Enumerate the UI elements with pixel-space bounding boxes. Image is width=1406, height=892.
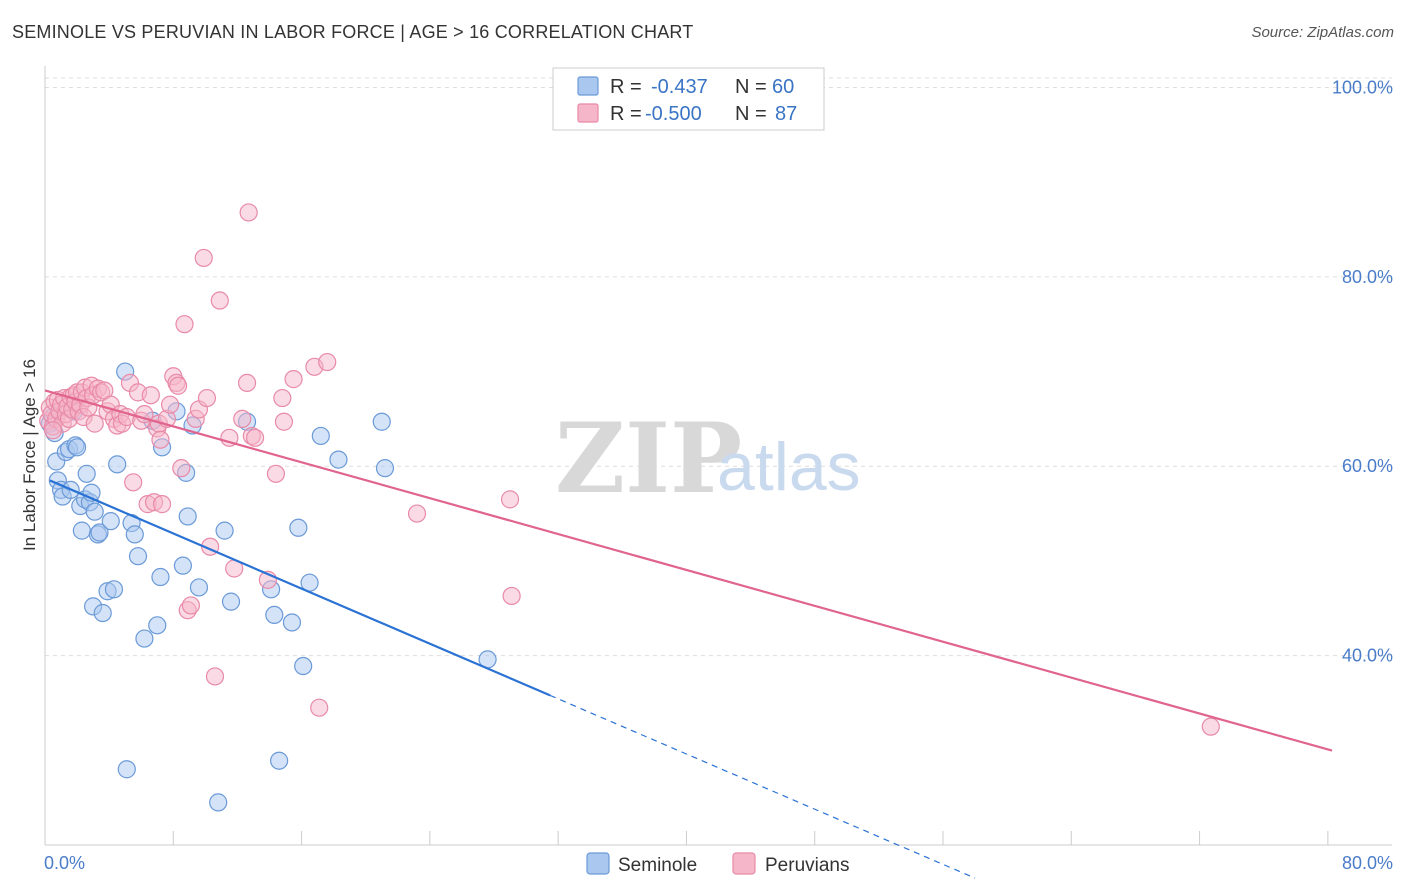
x-tick-label-0: 0.0% [44,853,85,873]
seminole-point-46 [221,592,241,611]
seminole-point-12 [67,438,87,457]
seminole-point-55 [311,426,330,446]
peruvian-point-69 [233,409,252,428]
correlation-legend: R = -0.437 N = 60 R = -0.500 N = 87 [552,67,825,131]
y-tick-label-0: 40.0% [1342,646,1393,666]
legend-r-value-peruvians: -0.500 [645,103,702,125]
peruvian-point-86 [43,421,63,440]
seminole-point-23 [93,603,112,623]
seminole-point-49 [265,605,284,625]
seminole-point-56 [329,450,348,469]
peruvian-point-63 [197,388,217,408]
axes [44,66,1392,846]
peruvian-points [39,203,1220,736]
peruvian-point-56 [172,459,191,478]
y-axis-label: In Labor Force | Age > 16 [20,359,39,551]
peruvian-point-52 [160,395,180,414]
seminole-point-14 [72,521,91,540]
legend-r-value-seminole: -0.437 [651,76,708,98]
seminole-point-32 [128,547,148,566]
peruvian-point-49 [151,430,170,449]
seminole-point-26 [104,580,124,599]
legend-n-label-peruvians: N = [735,103,767,125]
y-tick-labels: 40.0% 60.0% 80.0% 100.0% [1332,77,1393,665]
legend-r-label-seminole: R = [610,76,642,98]
legend-n-label-seminole: N = [735,76,767,98]
peruvian-point-85 [1201,717,1220,736]
peruvian-point-59 [181,596,201,615]
seminole-point-44 [209,793,228,812]
peruvian-point-81 [318,352,337,372]
peruvian-point-40 [124,473,143,492]
trendline-seminole [49,479,551,697]
watermark: ZIP atlas [555,402,861,515]
seminole-point-52 [289,518,308,537]
seminole-point-36 [151,567,170,587]
x-tick-label-1: 80.0% [1342,853,1393,873]
trendline-seminole-extension [549,694,976,879]
source-credit: Source: ZipAtlas.com [1251,24,1394,41]
series-legend: Seminole Peruvians [586,852,850,876]
peruvian-point-71 [239,203,258,222]
x-tick-labels: 0.0% 80.0% [44,853,1393,873]
bottom-legend-label-peruvians: Peruvians [765,855,850,876]
peruvian-point-55 [168,376,188,395]
grid-lines [45,77,1392,657]
peruvian-point-73 [245,428,265,447]
peruvian-point-28 [85,414,104,433]
seminole-point-25 [101,512,120,531]
peruvian-point-84 [502,586,521,606]
peruvian-point-50 [152,495,172,514]
y-tick-label-3: 100.0% [1332,77,1393,97]
seminole-point-29 [117,760,136,779]
chart-title: SEMINOLE VS PERUVIAN IN LABOR FORCE | AG… [12,22,694,42]
peruvian-point-65 [205,667,225,686]
seminole-point-16 [77,464,96,483]
seminole-point-33 [135,629,154,648]
peruvian-point-67 [220,428,239,447]
bottom-legend-label-seminole: Seminole [618,855,697,876]
seminole-point-41 [178,507,197,526]
peruvian-point-70 [237,373,257,393]
peruvian-point-45 [141,386,160,405]
peruvian-point-75 [266,464,286,483]
seminole-point-22 [90,523,109,542]
seminole-point-50 [270,751,289,770]
seminole-point-35 [148,616,167,635]
peruvian-point-78 [284,370,303,389]
seminole-point-39 [173,556,193,575]
bottom-legend-swatch-peruvians [732,852,756,875]
peruvian-point-66 [210,291,229,310]
legend-n-value-seminole: 60 [772,76,794,98]
seminole-point-20 [85,502,104,521]
peruvian-point-82 [407,504,427,523]
peruvian-point-83 [500,490,520,509]
bottom-legend-swatch-seminole [586,852,610,875]
peruvian-point-62 [194,248,213,268]
seminole-point-57 [372,412,391,431]
peruvian-point-77 [274,412,294,431]
legend-swatch-seminole [577,76,599,96]
watermark-atlas: atlas [717,429,861,505]
y-tick-label-2: 80.0% [1342,267,1393,287]
seminole-point-53 [294,656,313,676]
trendline-peruvians [44,389,1333,752]
seminole-point-43 [189,578,209,597]
seminole-point-45 [215,521,234,540]
seminole-point-58 [375,459,395,478]
y-tick-label-1: 60.0% [1342,456,1393,476]
peruvian-point-80 [310,698,329,717]
peruvian-point-57 [175,315,194,334]
peruvian-point-76 [273,388,292,408]
seminole-point-27 [108,455,127,474]
trendlines [44,389,1333,879]
seminole-point-51 [282,613,302,632]
legend-n-value-peruvians: 87 [775,103,797,125]
legend-r-label-peruvians: R = [610,103,642,125]
legend-swatch-peruvians [577,103,599,123]
seminole-point-31 [125,525,144,544]
watermark-zip: ZIP [555,402,742,515]
